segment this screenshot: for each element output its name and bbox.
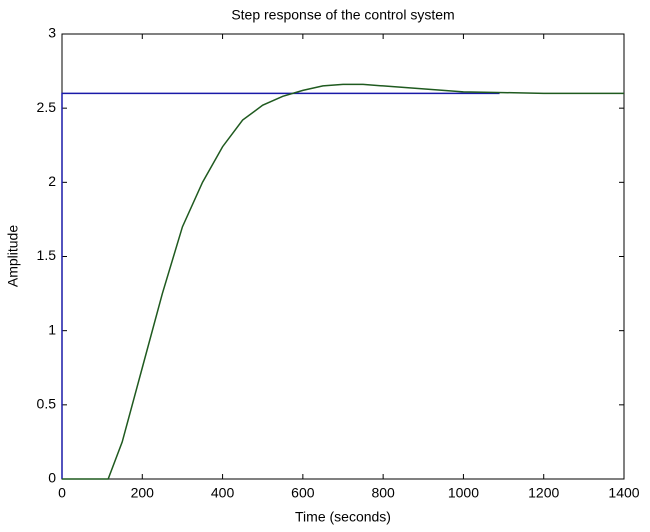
y-axis-label: Amplitude xyxy=(5,225,21,287)
y-tick-label: 2.5 xyxy=(37,99,57,115)
y-tick-label: 0 xyxy=(48,470,56,486)
y-tick-label: 1 xyxy=(48,321,56,337)
x-axis-label: Time (seconds) xyxy=(295,509,391,525)
y-tick-label: 1.5 xyxy=(37,247,57,263)
y-tick-label: 2 xyxy=(48,173,56,189)
x-tick-label: 1200 xyxy=(528,485,559,501)
x-tick-label: 800 xyxy=(371,485,395,501)
x-tick-label: 400 xyxy=(211,485,235,501)
x-tick-label: 1000 xyxy=(448,485,479,501)
x-tick-label: 600 xyxy=(291,485,315,501)
x-tick-label: 1400 xyxy=(608,485,639,501)
y-tick-label: 3 xyxy=(48,25,56,41)
y-tick-label: 0.5 xyxy=(37,396,57,412)
line-series xyxy=(61,92,500,479)
chart-title: Step response of the control system xyxy=(231,7,454,23)
x-tick-label: 0 xyxy=(58,485,66,501)
x-tick-label: 200 xyxy=(131,485,155,501)
line-series xyxy=(62,83,624,480)
